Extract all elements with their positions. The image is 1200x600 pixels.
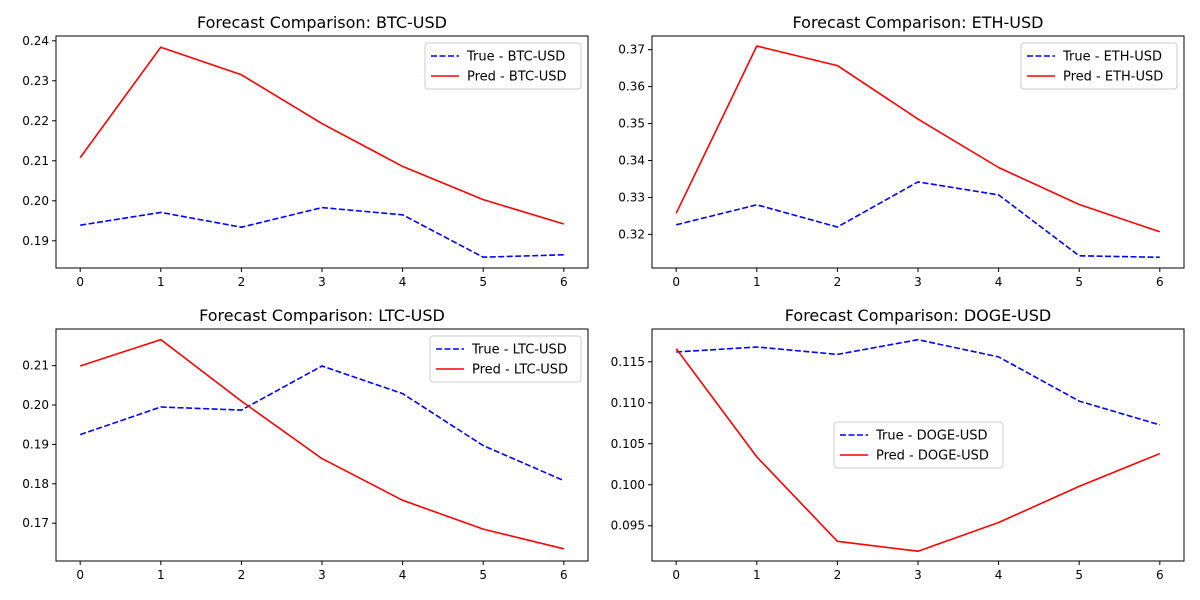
- y-tick-label-eth-5: 0.37: [618, 43, 645, 57]
- axes-frame-btc: [55, 35, 589, 269]
- y-tick-label-doge-2: 0.105: [611, 437, 645, 451]
- x-tick-label-doge-6: 6: [1156, 568, 1164, 582]
- series-line-true-ltc: [79, 365, 565, 482]
- legend-box-doge: [833, 421, 1004, 469]
- x-tick-label-ltc-6: 6: [560, 568, 568, 582]
- series-line-pred-ltc: [79, 338, 564, 550]
- legend-doge: True - DOGE-USD Pred - DOGE-USD: [833, 421, 1004, 469]
- series-line-true-eth: [676, 181, 1160, 259]
- y-tick-label-eth-2: 0.34: [618, 153, 645, 167]
- y-tick-label-ltc-1: 0.18: [22, 477, 49, 491]
- legend-box-btc: [424, 42, 582, 90]
- legend-label-true-doge: True - DOGE-USD: [875, 429, 988, 444]
- chart-title-eth: Forecast Comparison: ETH-USD: [793, 13, 1044, 32]
- legend-label-pred-ltc: Pred - LTC-USD: [472, 363, 568, 378]
- y-tick-label-doge-1: 0.100: [611, 478, 645, 492]
- series-line-true-doge: [676, 338, 1161, 426]
- series-line-pred-doge: [675, 348, 1161, 553]
- y-tick-label-btc-0: 0.19: [22, 234, 49, 248]
- legend-eth: True - ETH-USD Pred - ETH-USD: [1020, 42, 1178, 90]
- chart-btc: Forecast Comparison: BTC-USD 0 1 2 3 4 5 6 0.19 0…: [22, 13, 589, 289]
- y-tick-label-ltc-3: 0.20: [22, 398, 49, 412]
- x-tick-label-doge-2: 2: [834, 568, 842, 582]
- x-tick-label-btc-0: 0: [76, 275, 84, 289]
- x-tick-label-doge-5: 5: [1075, 568, 1083, 582]
- x-tick-label-ltc-0: 0: [76, 568, 84, 582]
- y-tick-label-doge-4: 0.115: [611, 355, 645, 369]
- y-tick-label-btc-5: 0.24: [22, 34, 49, 48]
- chart-title-ltc: Forecast Comparison: LTC-USD: [199, 306, 445, 325]
- x-tick-label-doge-0: 0: [672, 568, 680, 582]
- chart-ltc: Forecast Comparison: LTC-USD 0 1 2 3 4 5 6 0.17 0…: [22, 306, 589, 582]
- y-tick-label-eth-1: 0.33: [618, 190, 645, 204]
- x-tick-label-eth-3: 3: [914, 275, 922, 289]
- series-line-pred-eth: [675, 45, 1161, 233]
- y-tick-label-ltc-2: 0.19: [22, 437, 49, 451]
- y-tick-label-btc-2: 0.21: [22, 154, 49, 168]
- x-tick-label-eth-4: 4: [995, 275, 1003, 289]
- x-tick-label-btc-2: 2: [238, 275, 246, 289]
- x-tick-label-eth-2: 2: [834, 275, 842, 289]
- x-tick-label-doge-4: 4: [995, 568, 1003, 582]
- x-tick-label-btc-1: 1: [157, 275, 165, 289]
- x-tick-label-btc-4: 4: [399, 275, 407, 289]
- x-tick-label-ltc-2: 2: [238, 568, 246, 582]
- chart-title-btc: Forecast Comparison: BTC-USD: [197, 13, 447, 32]
- x-tick-label-btc-5: 5: [479, 275, 487, 289]
- legend-label-true-eth: True - ETH-USD: [1062, 50, 1162, 65]
- legend-label-pred-doge: Pred - DOGE-USD: [876, 449, 989, 464]
- axes-frame-doge: [651, 328, 1185, 562]
- axes-frame-ltc: [55, 328, 589, 562]
- series-line-pred-btc: [79, 46, 565, 225]
- y-tick-label-doge-3: 0.110: [611, 396, 645, 410]
- chart-title-doge: Forecast Comparison: DOGE-USD: [785, 306, 1051, 325]
- y-tick-label-ltc-4: 0.21: [22, 359, 49, 373]
- legend-btc: True - BTC-USD Pred - BTC-USD: [424, 42, 582, 90]
- y-tick-label-btc-3: 0.22: [22, 114, 49, 128]
- x-tick-label-eth-5: 5: [1075, 275, 1083, 289]
- x-tick-label-ltc-4: 4: [399, 568, 407, 582]
- x-tick-label-eth-0: 0: [672, 275, 680, 289]
- legend-label-pred-btc: Pred - BTC-USD: [467, 70, 567, 85]
- x-tick-label-btc-6: 6: [560, 275, 568, 289]
- y-tick-label-eth-3: 0.35: [618, 117, 645, 131]
- chart-doge: Forecast Comparison: DOGE-USD 0 1 2 3 4 5 6 0.09…: [611, 306, 1185, 582]
- y-tick-label-doge-0: 0.095: [611, 519, 645, 533]
- x-tick-label-eth-1: 1: [753, 275, 761, 289]
- x-tick-label-doge-1: 1: [753, 568, 761, 582]
- legend-box-ltc: [429, 335, 582, 383]
- x-tick-label-ltc-3: 3: [318, 568, 326, 582]
- x-tick-label-doge-3: 3: [914, 568, 922, 582]
- legend-label-true-btc: True - BTC-USD: [466, 50, 565, 65]
- x-tick-label-ltc-5: 5: [479, 568, 487, 582]
- y-tick-label-btc-4: 0.23: [22, 74, 49, 88]
- x-tick-label-btc-3: 3: [318, 275, 326, 289]
- axes-frame-eth: [651, 35, 1185, 269]
- y-tick-label-btc-1: 0.20: [22, 194, 49, 208]
- legend-ltc: True - LTC-USD Pred - LTC-USD: [429, 335, 582, 383]
- y-tick-label-eth-0: 0.32: [618, 227, 645, 241]
- y-tick-label-ltc-0: 0.17: [22, 516, 49, 530]
- legend-label-pred-eth: Pred - ETH-USD: [1063, 70, 1163, 85]
- legend-box-eth: [1020, 42, 1178, 90]
- y-tick-label-eth-4: 0.36: [618, 80, 645, 94]
- chart-eth: Forecast Comparison: ETH-USD 0 1 2 3 4 5 6 0.32 0…: [618, 13, 1185, 289]
- x-tick-label-eth-6: 6: [1156, 275, 1164, 289]
- series-line-true-btc: [80, 206, 564, 259]
- legend-label-true-ltc: True - LTC-USD: [471, 343, 567, 358]
- x-tick-label-ltc-1: 1: [157, 568, 165, 582]
